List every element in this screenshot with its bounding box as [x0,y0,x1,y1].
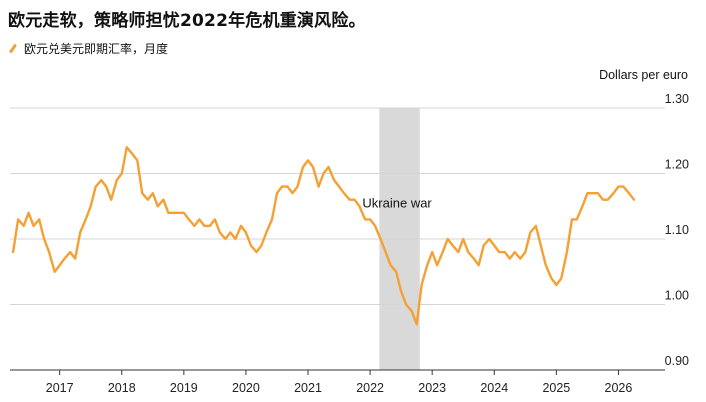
x-tick-label: 2021 [294,381,322,395]
grid-layer [10,107,665,371]
legend: 欧元兑美元即期汇率，月度 [8,40,168,57]
chart-title: 欧元走软，策略师担忧2022年危机重演风险。 [8,11,366,31]
x-tick-label: 2024 [480,381,508,395]
y-tick-label: 1.30 [665,92,689,106]
y-tick-label: 0.90 [665,354,689,368]
series-layer [11,146,636,326]
y-tick-label: 1.20 [665,158,689,172]
axis-layer: 0.90 1.00 1.10 1.20 1.30 2017 2018 2019 2020 2021… [10,92,689,395]
shaded-region-label: Ukraine war [362,196,432,211]
x-tick-label: 2018 [108,381,136,395]
x-tick-label: 2025 [542,381,570,395]
x-tick-label: 2026 [605,381,633,395]
legend-label: 欧元兑美元即期汇率，月度 [24,42,169,56]
x-tick-label: 2020 [232,381,260,395]
x-tick-label: 2022 [356,381,384,395]
y-tick-label: 1.10 [665,223,689,237]
y-axis-unit-label: Dollars per euro [599,68,688,82]
series-line-eurusd [11,146,636,326]
y-tick-label: 1.00 [665,289,689,303]
x-tick-label: 2023 [418,381,446,395]
x-tick-label: 2017 [46,381,74,395]
x-tick-label: 2019 [170,381,198,395]
